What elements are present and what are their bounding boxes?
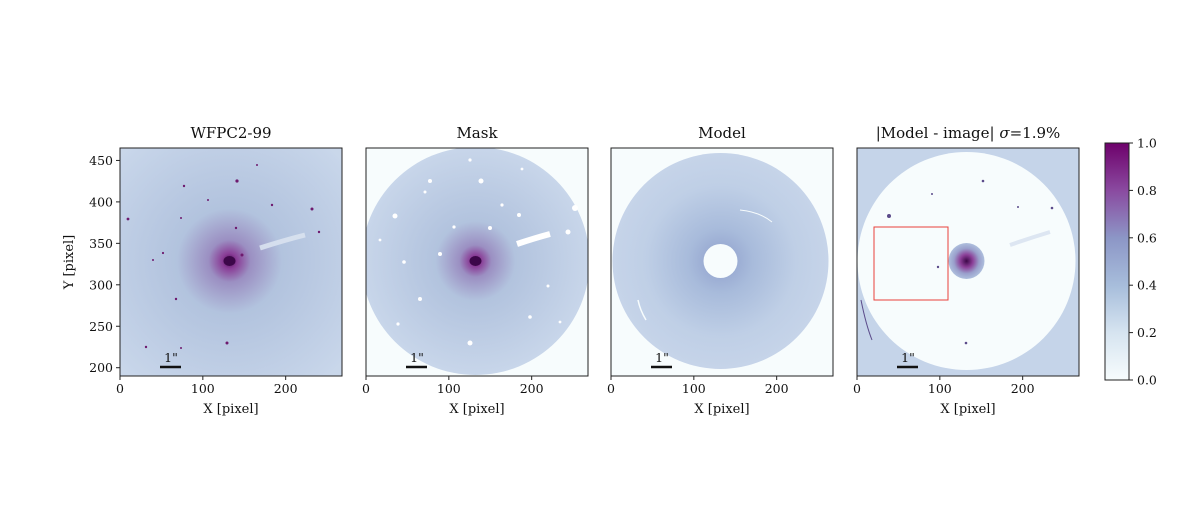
panel-title: WFPC2-99 [190, 124, 271, 142]
x-tick-label: 100 [928, 381, 952, 396]
y-tick-label: 450 [89, 153, 113, 168]
x-axis-label: X [pixel] [940, 402, 995, 417]
panel-image: WFPC2-99 1" 0 100 200 200 250 300 350 400 450 X… [62, 124, 343, 417]
scale-bar-label: 1" [901, 350, 915, 365]
panel-title: Mask [456, 124, 498, 142]
highlight-box [873, 226, 949, 301]
residual-arc [860, 299, 873, 341]
x-axis: 0 100 200 [362, 376, 544, 396]
x-tick-label: 0 [116, 381, 124, 396]
x-tick-label: 200 [765, 381, 789, 396]
scale-bar-label: 1" [655, 350, 669, 365]
residual-core [948, 243, 985, 279]
y-tick-label: 300 [89, 277, 113, 292]
model-inner-hole [703, 244, 738, 278]
y-tick-label: 250 [89, 319, 113, 334]
title-sigma: σ [999, 124, 1010, 142]
panel-title: |Model - image| σ=1.9% [876, 124, 1061, 142]
x-axis-label: X [pixel] [449, 402, 504, 417]
model-gap-arc [637, 299, 647, 321]
panel-title: Model [698, 124, 746, 142]
title-suffix: =1.9% [1010, 124, 1061, 142]
x-axis-label: X [pixel] [203, 402, 258, 417]
x-tick-label: 100 [191, 381, 215, 396]
residual-sources [887, 179, 1054, 345]
colorbar-frame [1104, 142, 1130, 381]
y-tick-label: 350 [89, 236, 113, 251]
axes-frame [365, 147, 589, 377]
axes-frame [119, 147, 343, 377]
galaxy-core [223, 256, 236, 266]
scale-bar-label: 1" [410, 350, 424, 365]
y-axis-label: Y [pixel] [62, 235, 77, 291]
masked-sources [378, 158, 578, 346]
x-tick-label: 100 [682, 381, 706, 396]
x-tick-label: 0 [607, 381, 615, 396]
panel-model: Model 1" 0 100 200 X [pixel] [607, 124, 834, 417]
x-axis: 0 100 200 [116, 376, 298, 396]
y-tick-label: 400 [89, 194, 113, 209]
scale-bar-label: 1" [164, 350, 178, 365]
point-sources [126, 164, 321, 349]
title-prefix: |Model - image| [876, 124, 1000, 142]
colorbar: 1.0 0.8 0.6 0.4 0.2 0.0 [1104, 136, 1157, 388]
x-tick-label: 0 [853, 381, 861, 396]
colorbar-tick-label: 0.4 [1137, 278, 1157, 293]
x-axis: 0 100 200 [853, 376, 1035, 396]
colorbar-tick-label: 0.0 [1137, 373, 1157, 388]
colorbar-tick-label: 0.8 [1137, 183, 1157, 198]
colorbar-gradient [1105, 143, 1129, 380]
x-tick-label: 200 [520, 381, 544, 396]
x-tick-label: 200 [1011, 381, 1035, 396]
colorbar-tick-label: 0.2 [1137, 325, 1157, 340]
x-axis-label: X [pixel] [694, 402, 749, 417]
colorbar-tick-label: 1.0 [1137, 136, 1157, 151]
masked-stream [516, 231, 551, 247]
galaxy-core [469, 256, 482, 266]
y-axis: 200 250 300 350 400 450 [89, 153, 120, 375]
x-tick-label: 200 [274, 381, 298, 396]
panel-mask: Mask 1" 0 100 200 X [pixel] [362, 124, 589, 417]
colorbar-ticks: 1.0 0.8 0.6 0.4 0.2 0.0 [1129, 136, 1157, 388]
x-axis: 0 100 200 [607, 376, 789, 396]
axes-frame [610, 147, 834, 377]
model-gap-arc [739, 209, 773, 223]
y-tick-label: 200 [89, 360, 113, 375]
tidal-stream [259, 232, 306, 251]
panel-residual: |Model - image| σ=1.9% 1" 0 100 200 X [pix… [853, 124, 1080, 417]
colorbar-tick-label: 0.6 [1137, 230, 1157, 245]
residual-stream [1009, 230, 1051, 247]
axes-frame [856, 147, 1080, 377]
x-tick-label: 100 [437, 381, 461, 396]
x-tick-label: 0 [362, 381, 370, 396]
